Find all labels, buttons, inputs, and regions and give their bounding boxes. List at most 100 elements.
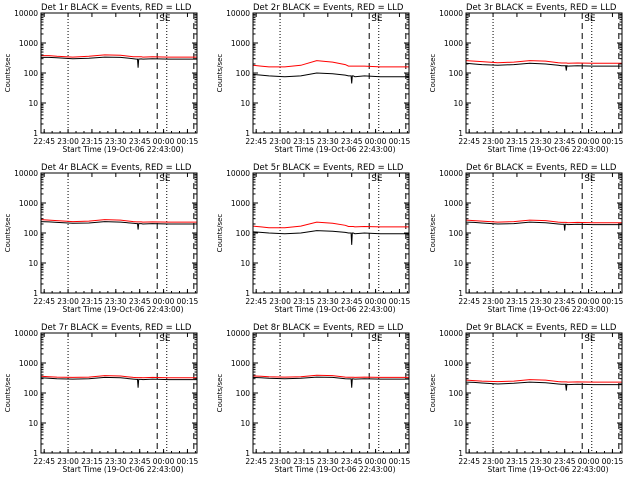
y-tick-label: 1000 xyxy=(231,359,250,368)
plot-frame xyxy=(465,332,623,454)
y-axis-label: Counts/sec xyxy=(4,214,12,253)
x-tick-label: 22:45 xyxy=(458,457,480,466)
y-tick-label: 1 xyxy=(33,289,38,298)
x-axis-label: Start Time (19-Oct-06 22:43:00) xyxy=(274,145,395,154)
y-tick-label: 10 xyxy=(453,259,463,268)
x-tick-label: 23:00 xyxy=(269,457,291,466)
y-axis-label: Counts/sec xyxy=(4,54,12,93)
y-axis-label: Counts/sec xyxy=(429,214,437,253)
x-tick-label: 23:00 xyxy=(269,297,291,306)
x-tick-label: 23:30 xyxy=(530,137,552,146)
lld-series-line xyxy=(253,60,409,68)
panel-title: Det 6r BLACK = Events, RED = LLD xyxy=(466,163,617,173)
y-tick-label: 1000 xyxy=(19,359,38,368)
se-annotation: SE xyxy=(371,334,383,344)
events-series-line xyxy=(253,72,409,84)
x-axis-label: Start Time (19-Oct-06 22:43:00) xyxy=(487,305,608,314)
plot-area xyxy=(41,333,197,453)
x-tick-label: 23:45 xyxy=(554,137,576,146)
y-tick-label: 10000 xyxy=(14,169,38,178)
panel-title: Det 9r BLACK = Events, RED = LLD xyxy=(466,323,617,333)
x-tick-label: 23:30 xyxy=(530,457,552,466)
x-tick-label: 23:15 xyxy=(81,297,103,306)
events-series-line xyxy=(41,376,197,388)
panel-title: Det 5r BLACK = Events, RED = LLD xyxy=(253,163,404,173)
x-axis-label: Start Time (19-Oct-06 22:43:00) xyxy=(487,145,608,154)
plot-frame xyxy=(465,172,623,294)
lld-series-line xyxy=(41,54,197,58)
x-tick-label: 00:00 xyxy=(578,457,600,466)
x-tick-label: 23:45 xyxy=(129,137,151,146)
x-tick-label: 00:00 xyxy=(153,137,175,146)
x-axis-label: Start Time (19-Oct-06 22:43:00) xyxy=(62,465,183,474)
x-tick-label: 22:45 xyxy=(33,137,55,146)
x-tick-label: 23:15 xyxy=(81,137,103,146)
x-tick-label: 22:45 xyxy=(245,297,267,306)
x-tick-label: 00:15 xyxy=(602,457,624,466)
panel-title: Det 8r BLACK = Events, RED = LLD xyxy=(253,323,404,333)
lld-series-line xyxy=(41,219,197,223)
se-annotation: SE xyxy=(159,334,171,344)
y-tick-label: 100 xyxy=(24,389,39,398)
panel-title: Det 4r BLACK = Events, RED = LLD xyxy=(41,163,192,173)
plot-frame xyxy=(40,172,198,294)
y-tick-label: 100 xyxy=(24,69,39,78)
x-axis-label: Start Time (19-Oct-06 22:43:00) xyxy=(487,465,608,474)
x-tick-label: 23:30 xyxy=(105,297,127,306)
x-axis-label: Start Time (19-Oct-06 22:43:00) xyxy=(274,465,395,474)
x-tick-label: 00:15 xyxy=(389,137,411,146)
y-tick-label: 100 xyxy=(236,229,251,238)
lld-series-line xyxy=(466,379,622,383)
y-tick-label: 10000 xyxy=(439,9,463,18)
y-axis-label: Counts/sec xyxy=(429,374,437,413)
y-tick-label: 10 xyxy=(240,419,250,428)
events-series-line xyxy=(41,221,197,230)
x-tick-label: 00:15 xyxy=(177,137,199,146)
x-axis-label: Start Time (19-Oct-06 22:43:00) xyxy=(62,305,183,314)
x-axis-label: Start Time (19-Oct-06 22:43:00) xyxy=(62,145,183,154)
x-tick-label: 23:15 xyxy=(293,297,315,306)
x-tick-label: 00:15 xyxy=(177,297,199,306)
x-tick-label: 23:30 xyxy=(317,297,339,306)
x-tick-label: 23:15 xyxy=(293,137,315,146)
x-tick-label: 23:15 xyxy=(506,457,528,466)
y-axis-label: Counts/sec xyxy=(216,374,224,413)
x-tick-label: 00:00 xyxy=(578,137,600,146)
lld-series-line xyxy=(253,374,409,378)
x-tick-label: 00:15 xyxy=(602,137,624,146)
x-tick-label: 23:45 xyxy=(129,457,151,466)
y-tick-label: 10 xyxy=(240,259,250,268)
plot-frame xyxy=(252,12,410,134)
y-tick-label: 10 xyxy=(240,99,250,108)
y-tick-label: 10000 xyxy=(226,329,250,338)
x-tick-label: 23:00 xyxy=(482,297,504,306)
se-annotation: SE xyxy=(159,174,171,184)
y-tick-label: 1000 xyxy=(444,359,463,368)
y-tick-label: 10000 xyxy=(14,9,38,18)
plot-area xyxy=(466,333,622,453)
panel-title: Det 7r BLACK = Events, RED = LLD xyxy=(41,323,192,333)
x-tick-label: 23:00 xyxy=(57,297,79,306)
x-tick-label: 23:45 xyxy=(554,297,576,306)
x-tick-label: 23:30 xyxy=(530,297,552,306)
y-axis-label: Counts/sec xyxy=(4,374,12,413)
se-annotation: SE xyxy=(159,14,171,24)
x-tick-label: 00:00 xyxy=(578,297,600,306)
y-tick-label: 1 xyxy=(458,449,463,458)
y-tick-label: 10 xyxy=(453,419,463,428)
y-tick-label: 10000 xyxy=(439,329,463,338)
x-tick-label: 23:45 xyxy=(554,457,576,466)
y-tick-label: 10000 xyxy=(226,9,250,18)
y-tick-label: 100 xyxy=(449,69,464,78)
y-tick-label: 1 xyxy=(458,289,463,298)
